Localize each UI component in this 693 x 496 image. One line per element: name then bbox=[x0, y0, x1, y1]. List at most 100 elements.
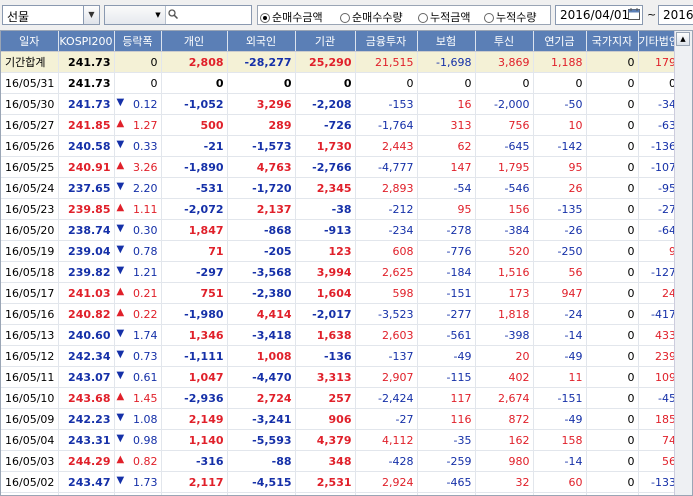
cell-frn: -3,241 bbox=[227, 408, 296, 430]
cell-date: 기간합계 bbox=[1, 51, 59, 73]
cell-change: ▲ 1.45 bbox=[114, 387, 162, 409]
radio-3[interactable]: 누적수량 bbox=[484, 9, 536, 25]
cell-kospi: 240.82 bbox=[58, 303, 115, 325]
column-header[interactable]: 연기금 bbox=[533, 31, 587, 52]
cell-etc: 74 bbox=[638, 429, 680, 451]
cell-inst: -913 bbox=[295, 219, 356, 241]
cell-fin: 2,907 bbox=[355, 366, 418, 388]
table-row[interactable]: 16/05/10 243.68 ▲ 1.45 -2,936 2,724 257 -2,424 1… bbox=[1, 387, 680, 409]
column-header[interactable]: 투신 bbox=[475, 31, 534, 52]
cell-frn: -2,380 bbox=[227, 282, 296, 304]
cell-pen: -14 bbox=[533, 450, 587, 472]
cell-ind: -297 bbox=[161, 261, 228, 283]
calendar-icon[interactable] bbox=[628, 8, 640, 20]
table-row[interactable]: 16/05/02 243.47 ▼ 1.73 2,117 -4,515 2,531 2,924… bbox=[1, 471, 680, 493]
chevron-down-icon[interactable]: ▼ bbox=[83, 6, 99, 24]
table-row[interactable]: 16/05/30 241.73 ▼ 0.12 -1,052 3,296 -2,208 -153… bbox=[1, 93, 680, 115]
table-row[interactable]: 16/05/13 240.60 ▼ 1.74 1,346 -3,418 1,638 2,603… bbox=[1, 324, 680, 346]
cell-frn: 4,414 bbox=[227, 303, 296, 325]
cell-fin: 2,909 bbox=[355, 492, 418, 495]
column-header[interactable]: 등락폭 bbox=[114, 31, 162, 52]
column-header[interactable]: 보험 bbox=[417, 31, 476, 52]
cell-fin: -137 bbox=[355, 345, 418, 367]
chevron-down-icon[interactable]: ▼ bbox=[151, 6, 166, 24]
cell-inst: -2,017 bbox=[295, 303, 356, 325]
cell-frn: -4,470 bbox=[227, 366, 296, 388]
search-icon[interactable] bbox=[168, 9, 178, 19]
column-header[interactable]: 금융투자 bbox=[355, 31, 418, 52]
radio-1[interactable]: 순매수수량 bbox=[340, 9, 403, 25]
table-row[interactable]: 16/05/26 240.58 ▼ 0.33 -21 -1,573 1,730 2,443 62… bbox=[1, 135, 680, 157]
cell-inst: 3,313 bbox=[295, 366, 356, 388]
table-row[interactable]: 16/05/19 239.04 ▼ 0.78 71 -205 123 608 -776 520 -2… bbox=[1, 240, 680, 262]
triangle-up-icon: ▲ bbox=[116, 160, 125, 171]
column-header[interactable]: 기관 bbox=[295, 31, 356, 52]
table-row[interactable]: 16/05/20 238.74 ▼ 0.30 1,847 -868 -913 -234 -278… bbox=[1, 219, 680, 241]
change-value: 1.27 bbox=[133, 118, 158, 132]
cell-etc: -133 bbox=[638, 471, 680, 493]
cell-kospi: 239.82 bbox=[58, 261, 115, 283]
table-row[interactable]: 16/05/16 240.82 ▲ 0.22 -1,980 4,414 -2,017 -3,5… bbox=[1, 303, 680, 325]
radio-button-icon[interactable] bbox=[484, 13, 494, 23]
code-input[interactable] bbox=[105, 6, 152, 24]
cell-inv: 162 bbox=[475, 429, 534, 451]
radio-button-icon[interactable] bbox=[260, 13, 270, 23]
market-select-value: 선물 bbox=[7, 10, 30, 24]
radio-2[interactable]: 누적금액 bbox=[418, 9, 470, 25]
vertical-scrollbar[interactable]: ▲ bbox=[674, 31, 692, 495]
column-header[interactable]: 개인 bbox=[161, 31, 228, 52]
table-row[interactable]: 16/05/09 242.23 ▼ 1.08 2,149 -3,241 906 -27 116 8… bbox=[1, 408, 680, 430]
end-date-field[interactable]: 2016/ bbox=[658, 5, 693, 25]
cell-etc: -95 bbox=[638, 177, 680, 199]
cell-inst: 906 bbox=[295, 408, 356, 430]
cell-kospi: 245.20 bbox=[58, 492, 115, 495]
cell-frn: -5,593 bbox=[227, 429, 296, 451]
table-row[interactable]: 16/05/12 242.34 ▼ 0.73 -1,111 1,008 -136 -137 -4… bbox=[1, 345, 680, 367]
cell-date: 16/05/17 bbox=[1, 282, 59, 304]
table-row[interactable]: 16/05/04 243.31 ▼ 0.98 1,140 -5,593 4,379 4,112… bbox=[1, 429, 680, 451]
code-search[interactable]: ▼ bbox=[104, 5, 252, 25]
start-date-field[interactable]: 2016/04/01 bbox=[555, 5, 643, 25]
radio-0[interactable]: 순매수금액 bbox=[260, 9, 323, 25]
table-row[interactable]: 16/05/27 241.85 ▲ 1.27 500 289 -726 -1,764 313 75… bbox=[1, 114, 680, 136]
table-row[interactable]: 16/05/11 243.07 ▼ 0.61 1,047 -4,470 3,313 2,907… bbox=[1, 366, 680, 388]
cell-change: ▼ 0.98 bbox=[114, 429, 162, 451]
column-header[interactable]: 국가지자 bbox=[586, 31, 639, 52]
change-value: 3.26 bbox=[133, 160, 158, 174]
table-row[interactable]: 16/05/17 241.03 ▲ 0.21 751 -2,380 1,604 598 -151… bbox=[1, 282, 680, 304]
cell-frn: 3,296 bbox=[227, 93, 296, 115]
cell-inst: 25,290 bbox=[295, 51, 356, 73]
market-select[interactable]: 선물 ▼ bbox=[2, 5, 100, 25]
mode-radio-group: 순매수금액 순매수수량 누적금액 누적수량 bbox=[257, 5, 551, 25]
cell-ins: -259 bbox=[417, 450, 476, 472]
total-row[interactable]: 기간합계 241.73 0 2,808 -28,277 25,290 21,515 -1,69… bbox=[1, 51, 680, 73]
change-value: 2.20 bbox=[133, 181, 158, 195]
column-header[interactable]: KOSPI200 bbox=[58, 31, 115, 52]
cell-pen: -14 bbox=[533, 324, 587, 346]
cell-gov: 0 bbox=[586, 387, 639, 409]
triangle-down-icon: ▼ bbox=[116, 370, 125, 381]
table-row[interactable]: 16/05/18 239.82 ▼ 1.21 -297 -3,568 3,994 2,625-… bbox=[1, 261, 680, 283]
column-header[interactable]: 일자 bbox=[1, 31, 59, 52]
cell-pen: 95 bbox=[533, 156, 587, 178]
radio-button-icon[interactable] bbox=[418, 13, 428, 23]
cell-gov: 0 bbox=[586, 408, 639, 430]
column-header[interactable]: 외국인 bbox=[227, 31, 296, 52]
cell-ind: 1,140 bbox=[161, 429, 228, 451]
cell-fin: 4,112 bbox=[355, 429, 418, 451]
change-value: 1.73 bbox=[133, 475, 158, 489]
scroll-up-icon[interactable]: ▲ bbox=[676, 32, 690, 46]
cell-gov: 0 bbox=[586, 261, 639, 283]
cell-ins: 116 bbox=[417, 408, 476, 430]
cell-kospi: 242.23 bbox=[58, 408, 115, 430]
table-row[interactable]: 16/04/29245.20▼1.072,747-7,1494,2692,909… bbox=[1, 492, 680, 495]
cell-change: 0 bbox=[114, 72, 162, 94]
table-row[interactable]: 16/05/24 237.65 ▼ 2.20 -531 -1,720 2,345 2,893-… bbox=[1, 177, 680, 199]
table-row[interactable]: 16/05/25 240.91 ▲ 3.26 -1,890 4,763 -2,766 -4,7… bbox=[1, 156, 680, 178]
table-row[interactable]: 16/05/03 244.29 ▲ 0.82 -316 -88 348 -428 -259 980… bbox=[1, 450, 680, 472]
table-row[interactable]: 16/05/31 241.73 0 0 0 0 0 0 0 0 0 0 bbox=[1, 72, 680, 94]
cell-inv: -645 bbox=[475, 135, 534, 157]
cell-etc: -107 bbox=[638, 156, 680, 178]
table-row[interactable]: 16/05/23 239.85 ▲ 1.11 -2,072 2,137 -38 -212 95 1… bbox=[1, 198, 680, 220]
radio-button-icon[interactable] bbox=[340, 13, 350, 23]
